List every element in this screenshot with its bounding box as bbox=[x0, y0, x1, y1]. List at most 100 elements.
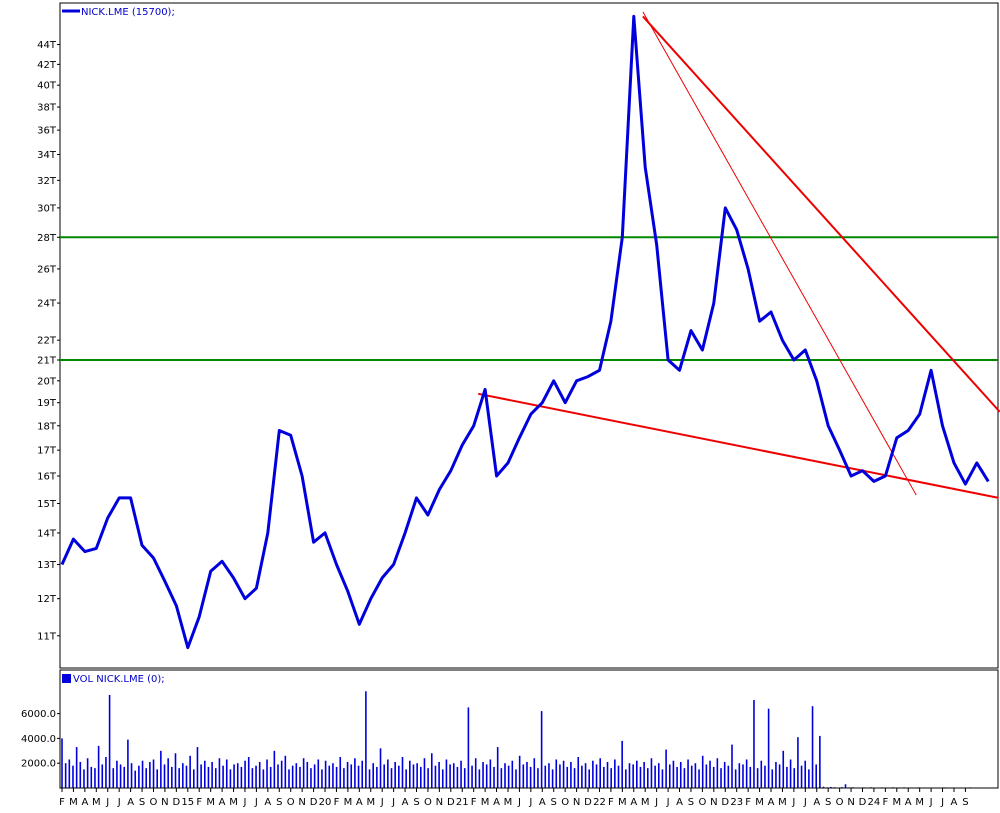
x-tick-label: 21 bbox=[456, 797, 469, 808]
x-tick-label: M bbox=[69, 797, 78, 808]
price-y-tick-label: 22T bbox=[37, 336, 57, 347]
x-tick-label: F bbox=[334, 797, 340, 808]
price-y-tick-label: 44T bbox=[37, 40, 57, 51]
price-y-tick-label: 11T bbox=[37, 631, 57, 642]
price-y-tick-label: 30T bbox=[37, 203, 57, 214]
price-y-tick-label: 18T bbox=[37, 421, 57, 432]
x-tick-label: N bbox=[573, 797, 580, 808]
volume-y-tick-label: 6000.0 bbox=[21, 709, 56, 720]
volume-legend-swatch bbox=[62, 674, 71, 683]
x-tick-label: M bbox=[206, 797, 215, 808]
volume-legend: VOL NICK.LME (0); bbox=[62, 674, 165, 685]
x-tick-label: O bbox=[424, 797, 432, 808]
x-tick-label: D bbox=[859, 797, 867, 808]
x-tick-label: J bbox=[242, 797, 246, 808]
volume-y-tick-label: 2000.0 bbox=[21, 759, 56, 770]
x-tick-label: S bbox=[962, 797, 968, 808]
x-tick-label: 20 bbox=[319, 797, 332, 808]
x-tick-label: A bbox=[951, 797, 958, 808]
x-tick-label: A bbox=[402, 797, 409, 808]
x-tick-labels: F M A M J J A S O N D 15 F M A M J J A S O N D 20 F M A M J J A S O N D 21 F… bbox=[59, 788, 969, 808]
x-tick-label: J bbox=[803, 797, 807, 808]
x-tick-label: M bbox=[641, 797, 650, 808]
price-y-tick-label: 34T bbox=[37, 150, 57, 161]
x-axis: F M A M J J A S O N D 15 F M A M J J A S O N D 20 F M A M J J A S O N D 21 F… bbox=[59, 787, 998, 808]
x-tick-label: 15 bbox=[181, 797, 194, 808]
price-y-tick-label: 38T bbox=[37, 103, 57, 114]
x-tick-label: S bbox=[688, 797, 694, 808]
x-tick-label: F bbox=[745, 797, 751, 808]
x-tick-label: S bbox=[413, 797, 419, 808]
x-tick-label: D bbox=[584, 797, 592, 808]
x-tick-label: M bbox=[229, 797, 238, 808]
x-tick-label: A bbox=[127, 797, 134, 808]
trend-lines bbox=[478, 11, 1000, 499]
price-legend-label: NICK.LME (15700); bbox=[81, 7, 175, 18]
x-tick-label: N bbox=[847, 797, 854, 808]
x-tick-label: 24 bbox=[868, 797, 881, 808]
x-tick-label: S bbox=[139, 797, 145, 808]
x-tick-label: J bbox=[666, 797, 670, 808]
price-y-tick-label: 28T bbox=[37, 233, 57, 244]
price-y-tick-label: 14T bbox=[37, 528, 57, 539]
price-y-tick-label: 20T bbox=[37, 376, 57, 387]
x-tick-label: A bbox=[630, 797, 637, 808]
trend-line bbox=[642, 15, 1000, 413]
x-tick-label: D bbox=[447, 797, 455, 808]
x-tick-label: 22 bbox=[593, 797, 606, 808]
x-tick-label: A bbox=[493, 797, 500, 808]
x-tick-label: F bbox=[196, 797, 202, 808]
volume-y-axis: 2000.0 4000.0 6000.0 bbox=[21, 709, 60, 770]
x-tick-label: J bbox=[528, 797, 532, 808]
x-tick-label: A bbox=[813, 797, 820, 808]
x-tick-label: J bbox=[254, 797, 258, 808]
x-tick-label: O bbox=[561, 797, 569, 808]
x-tick-label: J bbox=[117, 797, 121, 808]
x-tick-label: D bbox=[310, 797, 318, 808]
x-tick-label: J bbox=[654, 797, 658, 808]
x-tick-label: S bbox=[276, 797, 282, 808]
x-tick-label: F bbox=[882, 797, 888, 808]
x-tick-label: D bbox=[721, 797, 729, 808]
x-tick-label: A bbox=[905, 797, 912, 808]
price-y-axis: 11T 12T 13T 14T 15T 16T 17T 18T 19T 20T 21T 22T 24T 2… bbox=[37, 40, 60, 642]
x-tick-label: J bbox=[105, 797, 109, 808]
x-tick-label: N bbox=[161, 797, 168, 808]
x-tick-label: J bbox=[929, 797, 933, 808]
trend-line bbox=[478, 392, 999, 499]
price-y-tick-label: 17T bbox=[37, 446, 57, 457]
x-tick-label: A bbox=[768, 797, 775, 808]
x-tick-label: 23 bbox=[730, 797, 743, 808]
price-y-tick-label: 26T bbox=[37, 264, 57, 275]
price-panel: 11T 12T 13T 14T 15T 16T 17T 18T 19T 20T 21T 22T 24T 2… bbox=[37, 2, 1000, 669]
price-y-tick-label: 15T bbox=[37, 499, 57, 510]
price-plot-area bbox=[59, 2, 999, 669]
price-line bbox=[60, 14, 990, 650]
price-y-tick-label: 12T bbox=[37, 594, 57, 605]
x-tick-label: J bbox=[791, 797, 795, 808]
x-tick-label: A bbox=[356, 797, 363, 808]
x-tick-label: M bbox=[755, 797, 764, 808]
price-series bbox=[60, 14, 990, 650]
x-tick-label: F bbox=[608, 797, 614, 808]
x-tick-label: M bbox=[915, 797, 924, 808]
x-tick-label: N bbox=[710, 797, 717, 808]
x-tick-label: O bbox=[698, 797, 706, 808]
volume-y-tick-label: 4000.0 bbox=[21, 734, 56, 745]
volume-legend-label: VOL NICK.LME (0); bbox=[73, 674, 165, 685]
x-tick-label: A bbox=[539, 797, 546, 808]
x-tick-label: M bbox=[481, 797, 490, 808]
price-y-tick-label: 13T bbox=[37, 560, 57, 571]
x-tick-label: A bbox=[676, 797, 683, 808]
price-y-tick-label: 16T bbox=[37, 471, 57, 482]
x-tick-label: M bbox=[618, 797, 627, 808]
price-y-tick-label: 42T bbox=[37, 60, 57, 71]
x-tick-label: M bbox=[778, 797, 787, 808]
x-tick-label: A bbox=[264, 797, 271, 808]
x-tick-label: F bbox=[471, 797, 477, 808]
x-tick-label: M bbox=[892, 797, 901, 808]
x-tick-label: M bbox=[344, 797, 353, 808]
x-tick-label: A bbox=[219, 797, 226, 808]
